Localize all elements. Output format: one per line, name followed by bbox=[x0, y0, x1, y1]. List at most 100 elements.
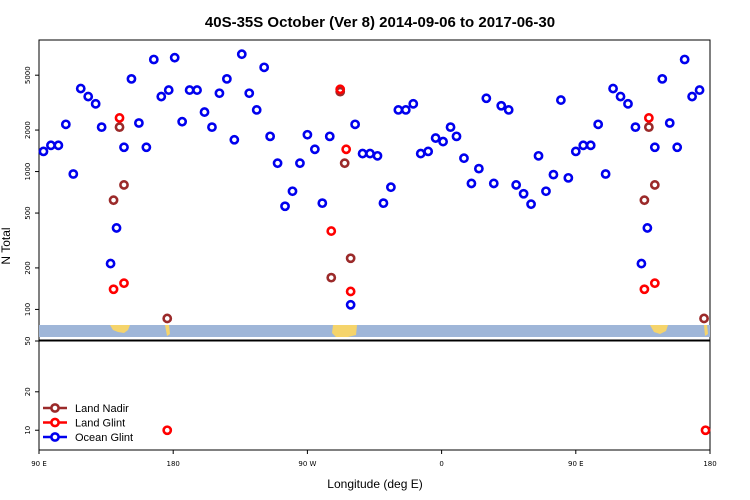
point-land-glint bbox=[341, 144, 352, 155]
point-ocean-glint bbox=[317, 198, 328, 209]
point-land-nadir bbox=[643, 122, 654, 133]
y-tick-label-top: 100 bbox=[24, 303, 32, 316]
point-ocean-glint bbox=[105, 258, 116, 269]
point-ocean-glint bbox=[378, 198, 389, 209]
point-ocean-glint bbox=[83, 91, 94, 102]
legend-marker-land-glint bbox=[50, 417, 60, 428]
legend-marker-ocean-glint bbox=[50, 432, 60, 442]
y-tick-label-top: 500 bbox=[24, 206, 32, 219]
point-land-nadir bbox=[699, 313, 709, 324]
point-ocean-glint bbox=[148, 54, 159, 65]
x-tick-label: 90 E bbox=[31, 460, 47, 468]
point-ocean-glint bbox=[386, 182, 396, 193]
point-ocean-glint bbox=[126, 73, 137, 84]
point-ocean-glint bbox=[163, 85, 174, 95]
point-land-glint-bottom bbox=[162, 425, 173, 436]
point-land-nadir bbox=[108, 195, 119, 206]
point-ocean-glint bbox=[423, 146, 434, 157]
point-land-nadir bbox=[649, 180, 660, 190]
point-ocean-glint bbox=[438, 136, 448, 147]
legend-label-land-nadir: Land Nadir bbox=[75, 403, 129, 415]
ocean-band bbox=[39, 325, 710, 337]
data-points bbox=[38, 49, 711, 436]
point-land-nadir bbox=[345, 253, 356, 264]
legend-label-land-glint: Land Glint bbox=[75, 418, 125, 430]
point-ocean-glint bbox=[192, 85, 202, 95]
legend-label-ocean-glint: Ocean Glint bbox=[75, 432, 133, 444]
point-land-nadir bbox=[162, 313, 173, 324]
point-ocean-glint bbox=[694, 85, 705, 95]
point-ocean-glint bbox=[53, 140, 64, 151]
point-ocean-glint bbox=[585, 140, 596, 151]
point-ocean-glint bbox=[199, 107, 210, 117]
point-land-glint bbox=[326, 226, 337, 236]
point-ocean-glint bbox=[473, 163, 484, 174]
y-tick-label-top: 1000 bbox=[24, 163, 32, 181]
point-ocean-glint bbox=[642, 223, 653, 233]
point-land-glint bbox=[345, 286, 356, 297]
point-ocean-glint bbox=[408, 98, 419, 109]
y-axis-label: N Total bbox=[0, 227, 13, 264]
point-ocean-glint bbox=[518, 188, 529, 199]
point-land-glint-bottom bbox=[700, 425, 711, 436]
point-ocean-glint bbox=[350, 119, 361, 130]
point-ocean-glint bbox=[141, 142, 152, 153]
point-ocean-glint bbox=[244, 88, 255, 99]
x-tick-label: 0 bbox=[439, 460, 443, 468]
point-ocean-glint bbox=[548, 169, 559, 180]
point-ocean-glint bbox=[541, 186, 551, 197]
y-tick-label-top: 2000 bbox=[24, 121, 32, 139]
point-ocean-glint bbox=[466, 178, 477, 189]
point-ocean-glint bbox=[229, 134, 240, 145]
x-axis: 90 E 180 90 W 0 90 E 180 bbox=[31, 450, 717, 468]
x-tick-label: 90 W bbox=[298, 460, 316, 468]
point-land-glint bbox=[643, 113, 654, 123]
chart-title: 40S-35S October (Ver 8) 2014-09-06 to 20… bbox=[205, 14, 555, 31]
point-land-glint bbox=[108, 284, 119, 295]
point-land-nadir bbox=[639, 195, 650, 206]
point-ocean-glint bbox=[324, 131, 335, 142]
point-ocean-glint bbox=[169, 52, 180, 63]
point-ocean-glint bbox=[459, 153, 469, 164]
point-ocean-glint bbox=[75, 83, 86, 94]
point-ocean-glint bbox=[630, 122, 641, 133]
y-axis-bottom: 10 20 50 bbox=[24, 337, 39, 435]
point-ocean-glint bbox=[555, 95, 566, 105]
point-ocean-glint bbox=[533, 150, 544, 161]
point-ocean-glint bbox=[451, 131, 462, 142]
point-land-glint bbox=[639, 284, 650, 295]
point-ocean-glint bbox=[649, 142, 660, 153]
point-ocean-glint bbox=[156, 91, 167, 102]
point-ocean-glint bbox=[119, 142, 129, 153]
point-ocean-glint bbox=[600, 169, 611, 179]
legend-marker-land-nadir bbox=[50, 403, 60, 413]
point-land-nadir bbox=[114, 122, 125, 133]
point-ocean-glint bbox=[400, 105, 411, 115]
y-tick-label-bottom: 10 bbox=[24, 426, 32, 435]
point-ocean-glint bbox=[134, 118, 144, 128]
point-land-nadir bbox=[119, 180, 129, 190]
point-ocean-glint bbox=[570, 146, 581, 157]
point-ocean-glint bbox=[221, 73, 232, 84]
x-tick-label: 180 bbox=[703, 460, 716, 468]
legend: Land Nadir Land Glint Ocean Glint bbox=[43, 403, 133, 444]
point-ocean-glint bbox=[511, 180, 522, 190]
point-ocean-glint bbox=[68, 169, 79, 179]
point-ocean-glint bbox=[302, 129, 313, 140]
point-land-glint bbox=[119, 278, 129, 289]
point-ocean-glint bbox=[345, 299, 356, 310]
point-ocean-glint bbox=[259, 62, 270, 73]
point-ocean-glint bbox=[593, 119, 604, 130]
point-ocean-glint bbox=[503, 105, 514, 115]
point-ocean-glint bbox=[608, 83, 618, 94]
point-ocean-glint bbox=[563, 172, 574, 183]
bottom-panel-frame bbox=[38, 339, 711, 451]
point-ocean-glint bbox=[445, 122, 456, 133]
point-ocean-glint bbox=[60, 119, 71, 130]
point-ocean-glint bbox=[664, 118, 675, 128]
point-ocean-glint bbox=[96, 122, 107, 133]
point-ocean-glint bbox=[214, 88, 225, 99]
point-land-glint bbox=[335, 84, 346, 95]
point-ocean-glint bbox=[236, 49, 247, 60]
